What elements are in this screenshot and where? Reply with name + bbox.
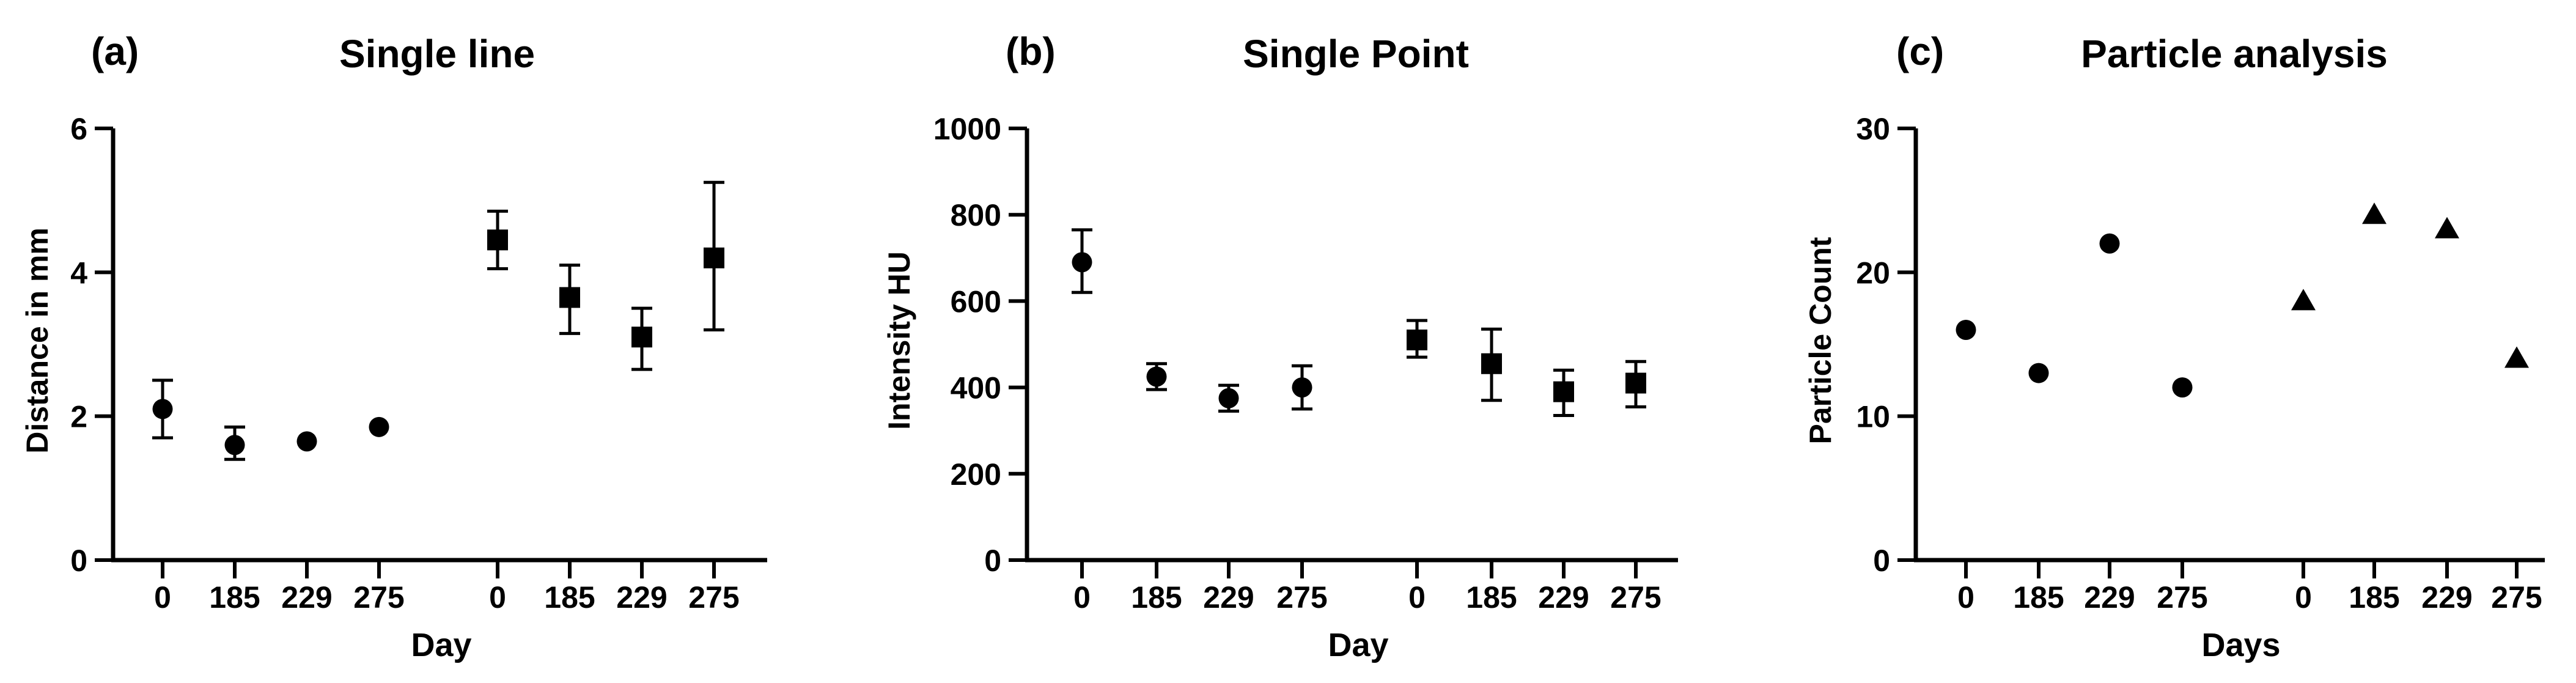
- x-tick-label: 275: [2157, 580, 2207, 615]
- x-tick-label: 185: [209, 580, 260, 615]
- x-tick-label: 0: [1073, 580, 1091, 615]
- y-tick-label: 6: [70, 112, 87, 146]
- y-tick-label: 0: [1873, 544, 1890, 578]
- data-point-triangle: [2504, 346, 2529, 368]
- x-tick-label: 0: [2295, 580, 2312, 615]
- x-tick-label: 275: [353, 580, 404, 615]
- plot-canvas-c: 0 10 20 30 0 185 229 275 0 185 229 275: [1856, 112, 2545, 615]
- x-tick-label: 185: [544, 580, 595, 615]
- plot-canvas-b: 0 200 400 600 800 1000 0 185 229 275 0 185 229 275: [933, 112, 1678, 615]
- y-tick-label: 0: [984, 544, 1001, 578]
- x-tick-label: 229: [281, 580, 332, 615]
- x-tick-label: 229: [616, 580, 667, 615]
- x-axis-label-c: Days: [2201, 627, 2281, 663]
- data-point-circle: [369, 416, 389, 437]
- data-point-circle: [296, 431, 317, 452]
- x-tick-label: 275: [1610, 580, 1661, 615]
- data-point-circle: [1956, 319, 1976, 340]
- panel-title-a: Single line: [339, 32, 535, 76]
- data-point-square: [704, 247, 724, 268]
- plot-canvas-a: 0 2 4 6 0 185 229 275 0 185 229 275: [70, 112, 767, 615]
- panel-label-a: (a): [91, 29, 139, 73]
- data-point-circle: [1292, 377, 1312, 398]
- data-point-square: [487, 229, 508, 251]
- y-tick-label: 30: [1856, 112, 1890, 146]
- data-point-circle: [1146, 366, 1167, 387]
- x-axis-label-b: Day: [1328, 627, 1389, 663]
- panel-label-b: (b): [1006, 29, 1056, 73]
- y-tick-label: 800: [951, 198, 1001, 232]
- data-point-circle: [224, 435, 245, 456]
- y-tick-label: 10: [1856, 400, 1890, 434]
- x-axis-label-a: Day: [411, 627, 472, 663]
- data-point-triangle: [2291, 289, 2316, 311]
- y-tick-label: 4: [70, 256, 87, 290]
- y-tick-label: 200: [951, 457, 1001, 492]
- y-tick-label: 400: [951, 371, 1001, 405]
- data-point-square: [1553, 381, 1574, 402]
- x-tick-label: 185: [2013, 580, 2064, 615]
- y-tick-label: 2: [70, 400, 87, 434]
- data-point-circle: [2028, 363, 2049, 383]
- x-tick-label: 0: [489, 580, 506, 615]
- x-tick-label: 185: [1131, 580, 1182, 615]
- data-point-square: [1407, 329, 1427, 350]
- x-tick-label: 229: [1538, 580, 1589, 615]
- data-point-circle: [2099, 233, 2120, 254]
- data-point-square: [1481, 353, 1502, 374]
- panel-title-b: Single Point: [1243, 32, 1469, 76]
- data-point-triangle: [2435, 216, 2459, 238]
- x-tick-label: 275: [1276, 580, 1327, 615]
- x-tick-label: 229: [2084, 580, 2135, 615]
- y-tick-label: 600: [951, 284, 1001, 319]
- data-point-square: [1625, 372, 1646, 394]
- x-tick-label: 275: [688, 580, 739, 615]
- data-point-circle: [2172, 377, 2193, 398]
- data-point-triangle: [2362, 202, 2386, 224]
- x-tick-label: 0: [1957, 580, 1974, 615]
- y-tick-label: 0: [70, 544, 87, 578]
- data-point-circle: [1072, 252, 1092, 273]
- x-tick-label: 0: [1408, 580, 1426, 615]
- panel-label-c: (c): [1896, 29, 1945, 73]
- panel-c: 0 10 20 30 0 185 229 275 0 185 229 275 (c) Particle…: [1712, 0, 2576, 683]
- data-point-circle: [152, 399, 173, 419]
- panel-b: 0 200 400 600 800 1000 0 185 229 275 0 185 229 275 (b…: [856, 0, 1712, 683]
- panel-title-c: Particle analysis: [2081, 32, 2388, 76]
- panel-a: 0 2 4 6 0 185 229 275 0 185 229 275 (a) Single line…: [0, 0, 856, 683]
- data-point-square: [559, 287, 580, 308]
- y-axis-label-c: Particle Count: [1803, 237, 1838, 445]
- data-point-square: [631, 327, 652, 348]
- y-axis-label-b: Intensity HU: [882, 251, 916, 430]
- x-tick-label: 0: [154, 580, 171, 615]
- x-tick-label: 229: [1203, 580, 1254, 615]
- y-tick-label: 20: [1856, 256, 1890, 290]
- x-tick-label: 275: [2491, 580, 2542, 615]
- data-point-circle: [1218, 388, 1239, 408]
- x-tick-label: 229: [2421, 580, 2472, 615]
- x-tick-label: 185: [2349, 580, 2399, 615]
- x-tick-label: 185: [1466, 580, 1517, 615]
- y-axis-label-a: Distance in mm: [20, 227, 54, 454]
- y-tick-label: 1000: [933, 112, 1001, 146]
